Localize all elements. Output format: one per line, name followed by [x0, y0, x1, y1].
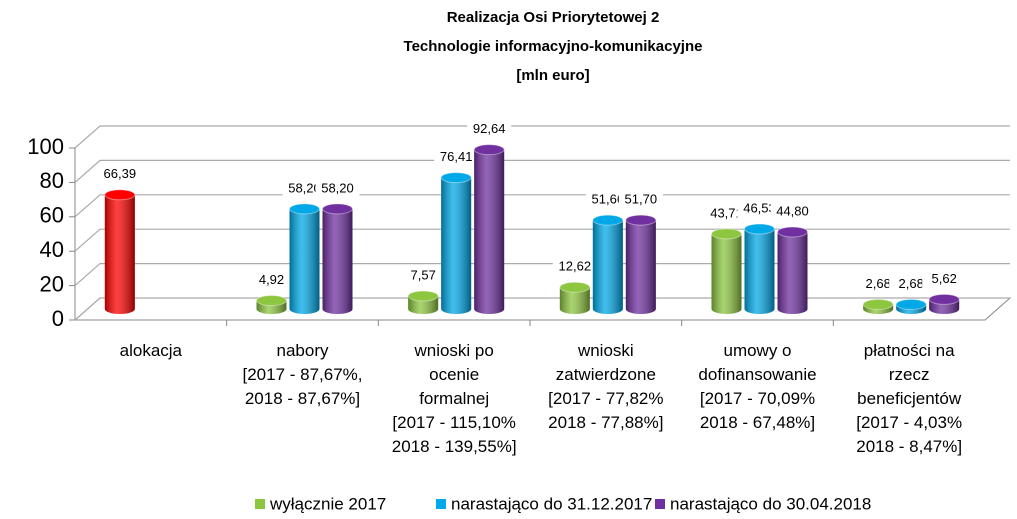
label-bg — [467, 120, 512, 139]
bar-top — [744, 223, 775, 235]
y-tick-label: 100 — [27, 134, 64, 159]
label-bg — [552, 258, 597, 277]
data-label: 51,66 — [592, 192, 625, 207]
legend-swatch — [655, 499, 665, 509]
bar-top — [777, 226, 808, 238]
bar-top — [440, 172, 472, 184]
bar-shade — [744, 228, 775, 314]
bar-shade — [408, 295, 439, 314]
grid-line — [74, 159, 1010, 183]
data-label: 43,71 — [710, 205, 743, 220]
label-bg — [401, 266, 446, 285]
grid-line — [74, 297, 1010, 321]
data-label: 4,92 — [259, 272, 284, 287]
bar-top — [711, 228, 742, 240]
y-tick-label: 0 — [52, 306, 64, 331]
data-label: 66,39 — [104, 166, 137, 181]
bar-top — [322, 203, 353, 215]
x-tick-label: płatności na rzecz beneficjentów [2017 - 4,… — [856, 341, 962, 456]
data-label: 44,80 — [776, 203, 809, 218]
bar-top — [895, 298, 927, 310]
bar-shade — [625, 220, 656, 314]
data-label: 12,62 — [559, 259, 592, 274]
bar-top — [104, 189, 136, 201]
data-label: 76,41 — [440, 149, 473, 164]
bar-shade — [777, 231, 808, 314]
bar-shade — [711, 233, 742, 314]
bar-top — [289, 203, 320, 215]
legend-swatch — [436, 499, 446, 509]
x-tick-label: umowy o dofinansowanie [2017 - 70,09% 2018 … — [698, 341, 816, 432]
x-tick-label: alokacja — [120, 341, 183, 360]
chart-title: Realizacja Osi Priorytetowej 2 — [447, 9, 660, 26]
legend-swatch — [255, 499, 265, 509]
legend-label: narastająco do 30.04.2018 — [670, 494, 871, 513]
data-label: 92,64 — [473, 121, 506, 136]
y-tick-label: 60 — [40, 203, 64, 228]
label-bg — [618, 191, 663, 210]
bar-top — [625, 214, 657, 226]
bar-top — [862, 298, 894, 310]
bar-top — [473, 144, 505, 156]
x-tick-label: nabory [2017 - 87,67%, 2018 - 87,67%] — [242, 341, 362, 408]
bar-top — [407, 290, 439, 302]
data-label: 51,70 — [625, 192, 658, 207]
data-label: 46,53 — [743, 200, 776, 215]
chart-title: Technologie informacyjno-komunikacyjne — [404, 38, 703, 55]
data-label: 2,68 — [899, 276, 924, 291]
bar-shade — [441, 177, 472, 314]
data-label: 5,62 — [932, 271, 957, 286]
grid-line — [74, 125, 1010, 149]
legend-label: wyłącznie 2017 — [269, 494, 386, 513]
bar-top — [559, 281, 591, 293]
label-bg — [97, 165, 142, 184]
x-tick-label: wnioski zatwierdzone [2017 - 77,82% 2018 - … — [548, 341, 663, 432]
data-label: 58,20 — [321, 180, 354, 195]
label-bg — [249, 271, 294, 290]
bar-shade — [104, 194, 135, 314]
data-label: 2,68 — [866, 276, 891, 291]
data-label: 7,57 — [411, 267, 436, 282]
data-label: 58,20 — [288, 180, 321, 195]
label-bg — [922, 270, 967, 289]
bar-shade — [322, 208, 353, 314]
bar-shade — [592, 220, 623, 314]
grid-line — [74, 228, 1010, 252]
bar-shade — [289, 208, 320, 314]
grid-line — [74, 263, 1010, 287]
y-tick-label: 20 — [40, 271, 64, 296]
bar-top — [256, 295, 287, 307]
bar-top — [928, 293, 960, 305]
y-tick-label: 40 — [40, 237, 64, 262]
bar-shade — [474, 149, 505, 314]
legend-label: narastająco do 31.12.2017 — [451, 494, 652, 513]
grid-line — [74, 194, 1010, 218]
chart-title: [mln euro] — [516, 67, 589, 84]
label-bg — [770, 202, 815, 221]
x-tick-label: wnioski po ocenie formalnej [2017 - 115,10%… — [392, 341, 517, 456]
y-tick-label: 80 — [40, 168, 64, 193]
label-bg — [434, 148, 479, 167]
bar-top — [592, 214, 624, 226]
bar-shade — [559, 287, 590, 314]
label-bg — [315, 179, 360, 198]
